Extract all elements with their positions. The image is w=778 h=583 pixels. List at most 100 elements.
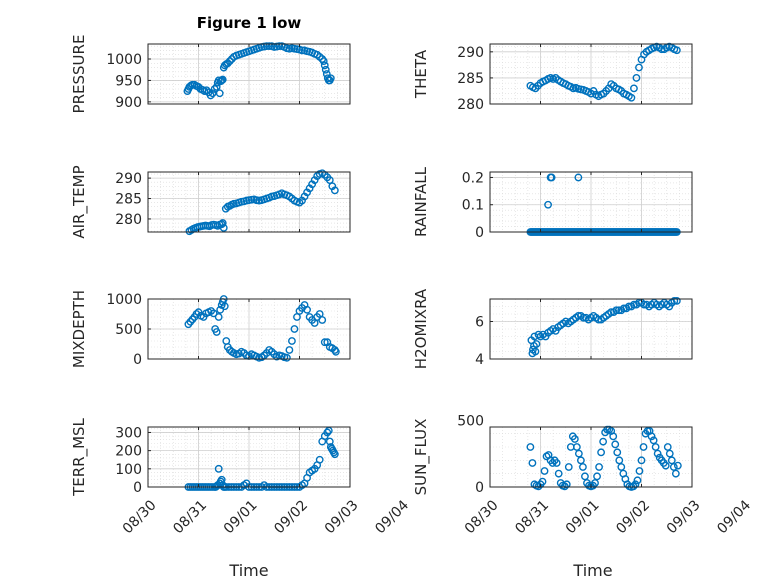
- data-point: [570, 435, 579, 443]
- data-point: [591, 479, 599, 487]
- y-tick-label: 4: [475, 352, 484, 368]
- data-point: [331, 347, 340, 356]
- data-point: [323, 428, 332, 437]
- data-point: [330, 186, 339, 195]
- data-point: [320, 338, 329, 347]
- y-tick-label: 0: [133, 480, 142, 496]
- subplot-3: 280 285 290 AIR_TEMP: [70, 165, 351, 239]
- data-point: [579, 463, 587, 471]
- data-point: [298, 46, 306, 55]
- data-point: [315, 455, 324, 464]
- y-axis-label: MIXDEPTH: [70, 290, 88, 368]
- data-point: [630, 300, 638, 309]
- data-point: [640, 300, 648, 309]
- data-point: [554, 469, 563, 478]
- y-tick-label: 285: [457, 71, 484, 87]
- data-point: [653, 449, 662, 458]
- data-point: [669, 463, 678, 471]
- y-tick-label: 1000: [106, 292, 142, 308]
- data-point: [631, 480, 640, 489]
- y-tick-labels: 0 500: [457, 413, 484, 496]
- data-point: [218, 75, 227, 84]
- x-tick-label: 08/30: [462, 497, 502, 537]
- data-point: [319, 57, 328, 66]
- subplot-4: 0 0.1 0.2 RAINFALL: [412, 166, 693, 241]
- data-point: [593, 472, 601, 481]
- data-point: [560, 482, 569, 491]
- data-series: [183, 42, 335, 100]
- y-axis-label: H2OMIXRA: [412, 288, 430, 369]
- data-point: [667, 456, 676, 465]
- x-tick-label: 09/01: [221, 497, 261, 537]
- data-point: [657, 45, 666, 54]
- y-tick-labels: 0 100 200 300: [115, 425, 142, 496]
- x-tick-label: 09/02: [271, 497, 311, 537]
- y-tick-label: 280: [457, 97, 484, 113]
- data-point: [635, 298, 643, 307]
- y-tick-label: 0: [475, 225, 484, 241]
- data-point: [574, 173, 583, 182]
- y-tick-label: 285: [115, 192, 142, 208]
- data-point: [534, 482, 543, 491]
- data-point: [285, 346, 294, 354]
- data-point: [594, 315, 603, 324]
- y-tick-label: 0.1: [462, 198, 484, 214]
- data-point: [326, 74, 335, 83]
- data-point: [574, 449, 583, 458]
- y-axis-label: RAINFALL: [412, 166, 430, 237]
- y-tick-labels: 900 950 1000: [106, 52, 142, 111]
- x-axis-label-left: Time: [228, 561, 268, 580]
- data-point: [627, 93, 636, 102]
- data-point: [637, 456, 646, 465]
- y-tick-label: 1000: [106, 52, 142, 68]
- y-axis-label: THETA: [412, 49, 430, 99]
- data-point: [572, 443, 581, 451]
- data-point: [318, 316, 327, 324]
- data-point: [540, 467, 549, 475]
- data-point: [635, 63, 643, 72]
- data-point: [562, 480, 571, 489]
- data-point: [215, 89, 224, 98]
- x-tick-labels-left: 08/30 08/31 09/01 09/02 09/03 09/04: [120, 497, 412, 537]
- x-tick-label: 08/31: [170, 497, 210, 537]
- data-point: [544, 200, 552, 209]
- data-point: [217, 475, 226, 484]
- data-point: [218, 219, 227, 227]
- data-point: [210, 85, 219, 93]
- figure-title: Figure 1 low: [197, 14, 302, 32]
- data-point: [214, 464, 223, 473]
- subplot-2: 280 285 290 THETA: [412, 42, 693, 113]
- data-point: [330, 450, 339, 459]
- data-point: [639, 443, 648, 451]
- y-tick-label: 300: [115, 425, 142, 441]
- y-tick-label: 0.2: [462, 170, 484, 186]
- y-tick-label: 500: [457, 413, 484, 429]
- x-tick-labels-right: 08/30 08/31 09/01 09/02 09/03 09/04: [462, 497, 754, 537]
- subplot-7: 0 100 200 300 TERR_MSL: [70, 417, 351, 497]
- x-tick-label: 09/02: [613, 497, 653, 537]
- data-point: [212, 328, 221, 336]
- data-point: [574, 311, 583, 320]
- y-tick-label: 900: [115, 95, 142, 111]
- data-point: [630, 84, 638, 93]
- data-point: [612, 306, 621, 315]
- y-axis-label: AIR_TEMP: [70, 165, 89, 238]
- y-axis-label: SUN_FLUX: [412, 419, 431, 496]
- subplot-8: 0 500 SUN_FLUX: [412, 413, 693, 496]
- data-point: [209, 309, 218, 318]
- data-point: [624, 302, 633, 311]
- data-point: [661, 461, 670, 470]
- data-point: [629, 482, 638, 491]
- y-tick-label: 280: [115, 212, 142, 228]
- data-point: [526, 443, 535, 451]
- data-point: [633, 476, 642, 485]
- data-point: [290, 325, 299, 333]
- y-tick-labels: 0 500 1000: [106, 292, 142, 368]
- x-tick-label: 08/31: [512, 497, 552, 537]
- data-point: [614, 306, 623, 315]
- data-point: [671, 469, 680, 478]
- y-tick-labels: 280 285 290: [457, 45, 484, 113]
- data-series: [527, 296, 681, 358]
